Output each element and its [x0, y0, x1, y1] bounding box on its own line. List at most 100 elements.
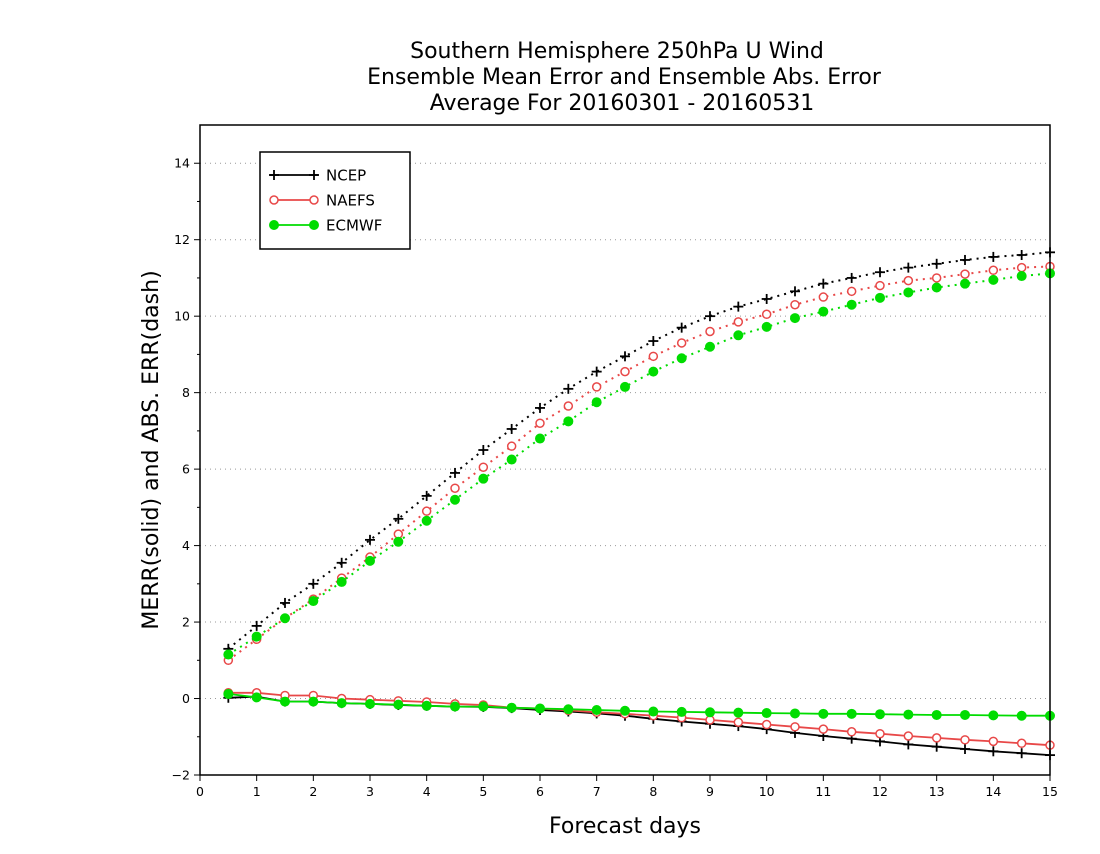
- ecmwf-abs-err-point: [790, 313, 800, 324]
- ncep-abs-err-point: [251, 620, 262, 631]
- ecmwf-abs-err-point: [591, 397, 602, 408]
- ncep-abs-err-point: [875, 267, 885, 278]
- ncep-abs-err-point: [705, 311, 715, 322]
- ecmwf-abs-err-point: [620, 381, 630, 392]
- naefs-merr-point: [960, 735, 970, 745]
- series-lines: [223, 247, 1055, 761]
- naefs-abs-err-point: [733, 317, 744, 327]
- x-tick-label: 8: [649, 784, 657, 799]
- ncep-abs-err-point: [506, 423, 517, 434]
- ncep-abs-err-point: [648, 336, 659, 347]
- ncep-abs-err-point: [280, 597, 290, 608]
- ncep-abs-err-point: [846, 272, 857, 283]
- ecmwf-merr-point: [535, 703, 545, 714]
- naefs-abs-err-point: [960, 269, 970, 279]
- legend-label: NCEP: [326, 167, 366, 185]
- ncep-abs-err-point: [336, 557, 347, 568]
- ncep-merr-point: [903, 739, 914, 750]
- y-tick-label: 12: [174, 232, 190, 247]
- ecmwf-abs-err-point: [988, 274, 999, 285]
- ncep-abs-err-point: [393, 513, 404, 524]
- naefs-merr-point: [988, 736, 999, 747]
- ncep-abs-err-point: [1016, 250, 1027, 260]
- ncep-abs-err-point: [931, 258, 942, 269]
- naefs-merr-point: [761, 719, 772, 730]
- ecmwf-abs-err-point: [761, 321, 772, 332]
- naefs-merr-line: [228, 691, 1051, 747]
- x-tick-label: 11: [815, 784, 831, 799]
- ncep-merr-line: [228, 695, 1051, 756]
- ecmwf-merr-point: [591, 705, 602, 715]
- ecmwf-abs-err-point: [393, 536, 404, 547]
- ncep-abs-err-point: [365, 534, 375, 545]
- ecmwf-merr-point: [506, 702, 517, 713]
- naefs-abs-err-point: [761, 309, 772, 320]
- ecmwf-merr-point: [875, 709, 885, 720]
- naefs-merr-point: [790, 722, 800, 732]
- y-tick-label: 0: [182, 691, 190, 706]
- naefs-abs-err-point: [478, 462, 489, 472]
- ecmwf-merr-point: [563, 704, 574, 715]
- legend-marker: [269, 220, 279, 230]
- naefs-abs-err-point: [620, 366, 630, 377]
- x-tick-label: 14: [985, 784, 1001, 799]
- ecmwf-merr-point: [421, 700, 432, 711]
- y-tick-label: 14: [174, 156, 190, 171]
- legend-marker: [269, 195, 279, 205]
- ecmwf-abs-err-point: [1016, 271, 1027, 282]
- ecmwf-abs-err-point: [733, 330, 744, 341]
- legend-marker: [309, 170, 319, 180]
- ecmwf-merr-point: [846, 708, 857, 719]
- chart-title-line-1: Southern Hemisphere 250hPa U Wind: [410, 39, 824, 64]
- naefs-abs-err-point: [648, 351, 659, 362]
- ecmwf-abs-err-point: [960, 278, 970, 289]
- x-tick-label: 10: [759, 784, 775, 799]
- ecmwf-abs-err-point: [421, 515, 432, 526]
- ecmwf-merr-point: [308, 696, 319, 707]
- ecmwf-abs-err-point: [648, 366, 659, 377]
- ecmwf-merr-point: [960, 709, 970, 720]
- x-tick-label: 15: [1042, 784, 1058, 799]
- ncep-abs-err-point: [450, 467, 460, 478]
- ncep-merr-point: [960, 744, 970, 754]
- ecmwf-merr-point: [676, 706, 687, 717]
- naefs-abs-err-point: [676, 338, 687, 348]
- chart-title-line-2: Ensemble Mean Error and Ensemble Abs. Er…: [367, 65, 882, 90]
- naefs-abs-err-point: [535, 418, 545, 428]
- ncep-abs-err-point: [761, 293, 772, 304]
- ecmwf-abs-err-point: [506, 454, 517, 465]
- naefs-abs-err-point: [421, 506, 432, 516]
- ncep-abs-err-point: [563, 383, 574, 394]
- ecmwf-merr-line: [228, 693, 1050, 717]
- ncep-abs-err-point: [591, 366, 602, 377]
- ncep-merr-point: [1016, 748, 1027, 759]
- ecmwf-merr-point: [1016, 710, 1027, 721]
- naefs-merr-point: [733, 717, 744, 727]
- y-tick-label: −2: [172, 768, 190, 783]
- ecmwf-merr-point: [365, 698, 375, 709]
- naefs-abs-err-point: [931, 273, 942, 283]
- ecmwf-merr-point: [790, 708, 800, 719]
- x-tick-label: 0: [196, 784, 204, 799]
- ncep-abs-err-point: [903, 262, 914, 273]
- naefs-abs-err-point: [450, 483, 460, 493]
- legend-marker: [309, 195, 319, 205]
- x-axis-label: Forecast days: [549, 814, 701, 839]
- naefs-abs-err-point: [705, 326, 715, 337]
- legend-label: NAEFS: [326, 192, 375, 210]
- ecmwf-abs-err-point: [280, 613, 290, 624]
- ecmwf-abs-err-point: [450, 494, 460, 505]
- y-tick-label: 10: [174, 309, 190, 324]
- ecmwf-abs-err-line: [227, 272, 1051, 656]
- x-tick-label: 7: [593, 784, 601, 799]
- naefs-merr-point: [875, 728, 885, 739]
- y-tick-label: 2: [182, 615, 190, 630]
- ecmwf-abs-err-point: [563, 416, 574, 427]
- ecmwf-abs-err-point: [365, 555, 375, 566]
- naefs-abs-err-point: [818, 292, 829, 302]
- ecmwf-abs-err-point: [251, 631, 262, 642]
- naefs-abs-err-point: [563, 401, 574, 411]
- x-tick-label: 3: [366, 784, 374, 799]
- ncep-abs-err-line: [227, 251, 1051, 650]
